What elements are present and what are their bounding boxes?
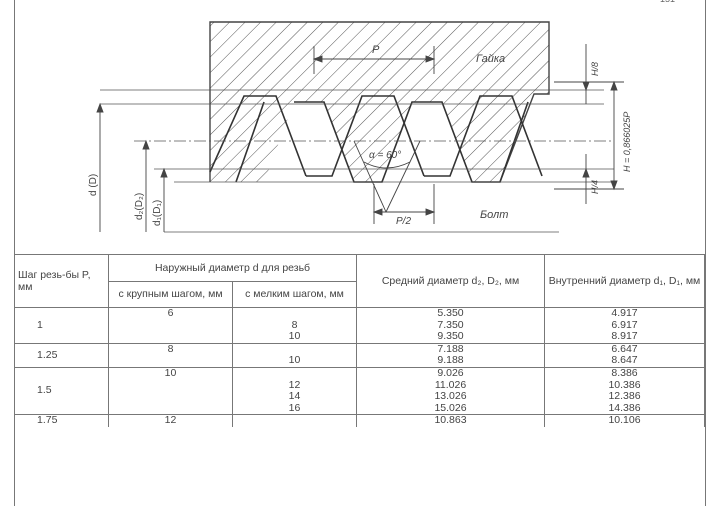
label-height: H = 0,866025P	[622, 112, 632, 172]
label-bolt: Болт	[480, 209, 508, 221]
mean-cell: 13.026	[356, 391, 546, 403]
table-row: 1.25 8 7.188 6.647	[14, 342, 706, 368]
label-h4: H/4	[590, 180, 600, 194]
table-row: 16 15.026 14.386	[15, 402, 706, 415]
reference-lines	[100, 89, 614, 233]
inner-cell: 8.647	[544, 355, 706, 368]
nut-section	[209, 21, 550, 183]
thread-profile-drawing: d (D) d₂(D₂) d₁(D₁) P Гайка α = 60° P	[88, 21, 632, 233]
table-row: 12 11.026 10.386	[15, 379, 706, 392]
mean-cell: 10.863	[356, 414, 546, 427]
inner-cell: 6.917	[544, 319, 706, 332]
pitch-cell: 1.75	[14, 414, 109, 427]
fine-cell	[231, 414, 358, 427]
pitch-cell: 1.25	[14, 342, 109, 368]
coarse-cell	[108, 355, 233, 368]
table-row: 8 7.350 6.917	[15, 319, 706, 332]
coarse-cell: 10	[108, 366, 233, 380]
pitch-dimension	[312, 46, 436, 74]
pitch-cell: 1	[14, 307, 109, 344]
diameter-dimensions	[96, 102, 168, 232]
page-corner-mark: 151	[660, 0, 675, 4]
header-mean-diameter: Средний диаметр d₂, D₂, мм	[356, 254, 546, 308]
coarse-cell: 8	[108, 342, 233, 356]
table-row: 10 9.188 8.647	[15, 355, 706, 368]
mean-cell: 5.350	[356, 306, 546, 320]
inner-cell: 8.386	[544, 366, 706, 380]
mean-cell: 15.026	[356, 402, 546, 415]
fine-cell: 8	[231, 319, 358, 332]
height-dimensions	[554, 44, 624, 204]
inner-cell: 8.917	[544, 330, 706, 344]
inner-cell: 6.647	[544, 342, 706, 356]
table-row: 1 6 5.350 4.917	[14, 306, 706, 344]
inner-cell: 10.106	[544, 414, 706, 427]
table-row: 1.75 12 10.863 10.106	[14, 414, 706, 427]
label-angle: α = 60°	[369, 150, 401, 161]
coarse-cell	[108, 402, 233, 415]
table-row: 14 13.026 12.386	[15, 391, 706, 403]
header-fine: с мелким шагом, мм	[231, 280, 358, 308]
coarse-cell	[108, 391, 233, 403]
fine-cell: 14	[231, 391, 358, 403]
fine-cell	[231, 366, 358, 380]
document-frame	[14, 0, 706, 506]
label-d1: d₁(D₁)	[152, 200, 163, 226]
fine-cell: 10	[231, 330, 358, 344]
mean-cell: 9.026	[356, 366, 546, 380]
inner-cell: 12.386	[544, 391, 706, 403]
label-d2: d₂(D₂)	[134, 193, 145, 220]
inner-cell: 10.386	[544, 379, 706, 392]
inner-cell: 4.917	[544, 306, 706, 320]
coarse-cell	[108, 319, 233, 332]
angle-annotation	[353, 140, 421, 213]
inner-cell: 14.386	[544, 402, 706, 415]
fine-cell: 12	[231, 379, 358, 392]
table-row: 1.5 10 9.026 8.386	[14, 366, 706, 415]
label-d: d (D)	[88, 174, 99, 196]
header-inner-diameter: Внутренний диаметр d₁, D₁, мм	[544, 254, 706, 308]
label-pitch: P	[372, 44, 380, 56]
header-coarse: с крупным шагом, мм	[108, 280, 233, 308]
coarse-cell	[108, 379, 233, 392]
pitch-cell: 1.5	[14, 366, 109, 415]
label-half-pitch: P/2	[396, 216, 411, 227]
fine-cell: 10	[231, 355, 358, 368]
header-pitch: Шаг резь-бы P, мм	[14, 254, 109, 308]
coarse-cell: 12	[108, 414, 233, 427]
fine-cell: 16	[231, 402, 358, 415]
header-outer-diameter: Наружный диаметр d для резьб	[107, 254, 358, 282]
label-nut: Гайка	[476, 53, 505, 65]
fine-cell	[231, 306, 358, 320]
label-h8: H/8	[590, 62, 600, 76]
mean-cell: 9.188	[356, 355, 546, 368]
coarse-cell: 6	[108, 306, 233, 320]
half-pitch-dimension	[372, 184, 436, 224]
table-row: 10 9.350 8.917	[15, 330, 706, 344]
fine-cell	[231, 342, 358, 356]
coarse-cell	[108, 331, 233, 344]
mean-cell: 9.350	[356, 330, 546, 344]
thread-dimensions-table: Шаг резь-бы P, мм Наружный диаметр d для…	[14, 254, 706, 427]
